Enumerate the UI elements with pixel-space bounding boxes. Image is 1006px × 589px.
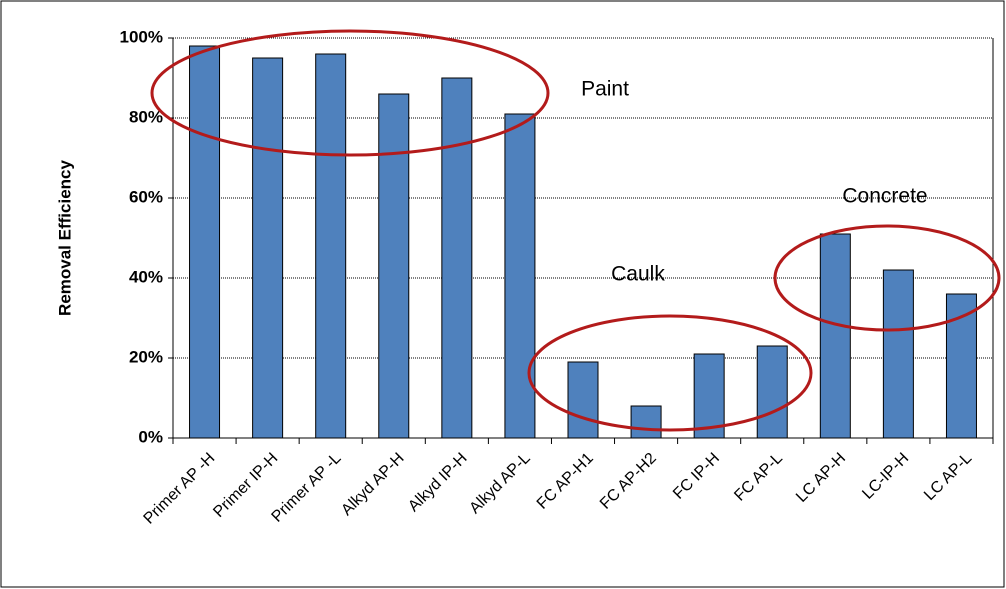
y-tick-label: 0% bbox=[138, 427, 163, 446]
bar bbox=[882, 269, 914, 439]
annotation: Caulk bbox=[611, 263, 665, 286]
bar bbox=[693, 353, 725, 439]
y-tick-label: 20% bbox=[129, 347, 163, 366]
concrete-ellipse bbox=[773, 224, 1001, 332]
bar bbox=[504, 113, 536, 439]
y-axis-title: Removal Efficiency bbox=[55, 160, 74, 316]
caulk-ellipse bbox=[527, 314, 813, 432]
y-tick-label: 60% bbox=[129, 187, 163, 206]
bar bbox=[378, 93, 410, 439]
annotation: Concrete bbox=[842, 185, 927, 208]
bar bbox=[567, 361, 599, 439]
bar bbox=[819, 233, 851, 439]
y-tick-label: 40% bbox=[129, 267, 163, 286]
paint-ellipse bbox=[150, 29, 550, 157]
y-tick-label: 100% bbox=[120, 27, 163, 46]
bar bbox=[315, 53, 347, 439]
bar bbox=[756, 345, 788, 439]
bar bbox=[189, 45, 221, 439]
y-tick-label: 80% bbox=[129, 107, 163, 126]
annotation: Paint bbox=[581, 78, 629, 101]
bar bbox=[630, 405, 662, 439]
bar bbox=[441, 77, 473, 439]
bar bbox=[252, 57, 284, 439]
annotations: Paint Caulk Concrete bbox=[150, 29, 1001, 432]
